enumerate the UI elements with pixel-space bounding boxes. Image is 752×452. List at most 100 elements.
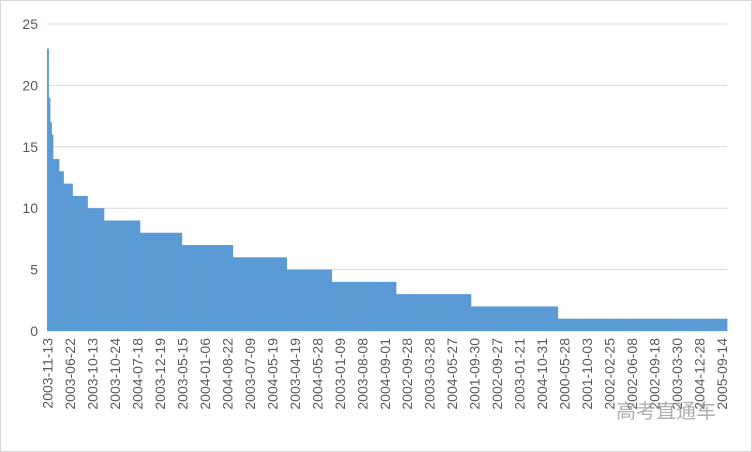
- bar: [652, 318, 655, 331]
- bar: [67, 183, 70, 331]
- bar: [208, 245, 211, 331]
- bar: [330, 269, 332, 331]
- bar: [611, 318, 614, 331]
- bar: [312, 269, 315, 331]
- bar: [463, 294, 466, 331]
- bar: [51, 134, 54, 331]
- bar: [370, 281, 373, 331]
- x-tick-label: 2004-07-18: [130, 338, 146, 410]
- bar: [243, 257, 246, 331]
- bar: [258, 257, 261, 331]
- bar: [378, 281, 380, 331]
- bar: [121, 220, 124, 331]
- bar: [479, 306, 482, 331]
- bar: [169, 232, 172, 331]
- bar: [598, 318, 601, 331]
- bar: [472, 306, 475, 331]
- bar: [228, 245, 231, 331]
- bar: [57, 159, 60, 331]
- x-tick-label: 2002-09-27: [489, 338, 505, 410]
- bar: [375, 281, 377, 331]
- bar: [115, 220, 118, 331]
- bar: [452, 294, 455, 331]
- bar: [108, 220, 111, 331]
- bar: [276, 257, 279, 331]
- bar: [649, 318, 652, 331]
- bar: [124, 220, 127, 331]
- bar: [604, 318, 607, 331]
- bar: [295, 269, 298, 331]
- bar: [655, 318, 658, 331]
- bar: [566, 318, 569, 331]
- bar: [88, 208, 91, 331]
- bar: [144, 232, 147, 331]
- bar: [147, 232, 150, 331]
- bar: [641, 318, 644, 331]
- bar: [306, 269, 309, 331]
- bar: [622, 318, 625, 331]
- bar: [58, 171, 61, 331]
- bar: [503, 306, 506, 331]
- bar: [632, 318, 635, 331]
- bar: [625, 318, 628, 331]
- bar: [139, 232, 142, 331]
- bar: [247, 257, 250, 331]
- bar: [129, 220, 132, 331]
- bar: [421, 294, 424, 331]
- bar: [304, 269, 307, 331]
- bar: [333, 281, 335, 331]
- bar: [478, 306, 481, 331]
- bar: [464, 294, 467, 331]
- bar: [264, 257, 267, 331]
- bar: [118, 220, 121, 331]
- bar: [273, 257, 276, 331]
- bar: [670, 318, 672, 331]
- bar: [106, 220, 109, 331]
- bar: [321, 269, 323, 331]
- bar: [407, 294, 410, 331]
- bar: [475, 306, 478, 331]
- bar: [318, 269, 320, 331]
- bar: [440, 294, 443, 331]
- bar: [351, 281, 353, 331]
- bar: [703, 318, 705, 331]
- bar: [565, 318, 568, 331]
- bar: [52, 159, 55, 331]
- bar: [60, 171, 63, 331]
- bar: [126, 220, 129, 331]
- bar: [527, 306, 530, 331]
- bar: [309, 269, 312, 331]
- bar: [49, 122, 52, 332]
- bar: [73, 195, 76, 331]
- bar: [123, 220, 126, 331]
- bar: [706, 318, 708, 331]
- bar: [587, 318, 590, 331]
- bar: [401, 294, 404, 331]
- bar: [361, 281, 364, 331]
- bar: [404, 294, 407, 331]
- x-tick-label: 2004-08-22: [219, 338, 235, 410]
- bar: [439, 294, 442, 331]
- bar: [389, 281, 392, 331]
- bar: [442, 294, 445, 331]
- bar: [515, 306, 518, 331]
- bar: [460, 294, 463, 331]
- bar: [240, 257, 243, 331]
- bar: [138, 220, 141, 331]
- bar: [100, 208, 103, 331]
- bar: [277, 257, 280, 331]
- bar: [497, 306, 500, 331]
- bar: [325, 269, 328, 331]
- bar: [685, 318, 687, 331]
- bar: [536, 306, 539, 331]
- bar: [605, 318, 608, 331]
- bar: [279, 257, 282, 331]
- bar: [610, 318, 613, 331]
- bar: [357, 281, 359, 331]
- bar: [267, 257, 270, 331]
- bar: [286, 269, 289, 331]
- bar: [481, 306, 484, 331]
- bar: [316, 269, 319, 331]
- bar: [246, 257, 249, 331]
- bar: [373, 281, 376, 331]
